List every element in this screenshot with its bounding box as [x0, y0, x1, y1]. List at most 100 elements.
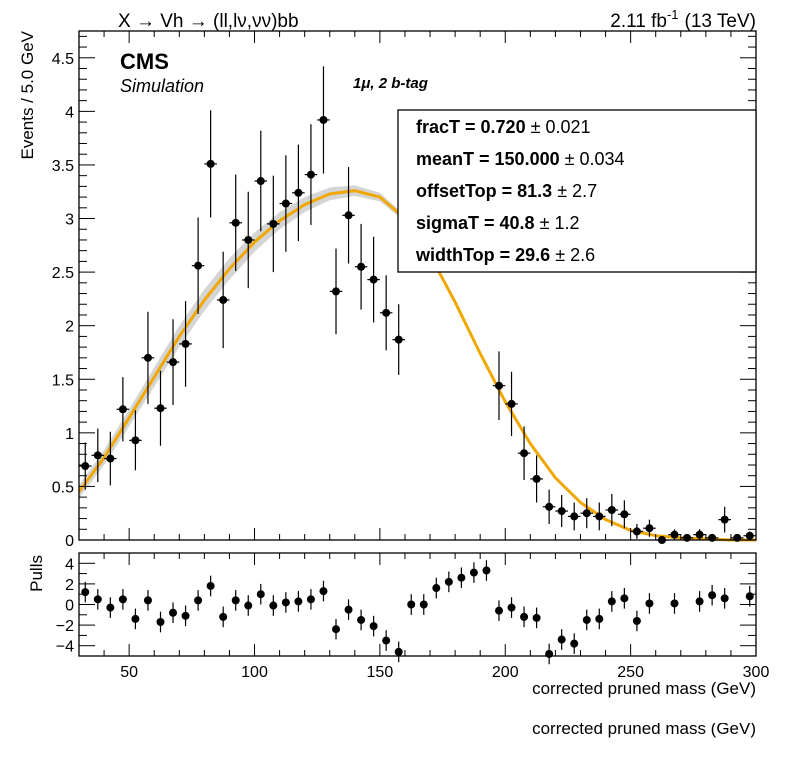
y-axis-label: Events / 5.0 GeV [18, 30, 37, 159]
data-point [593, 502, 606, 531]
pull-point [306, 589, 315, 610]
pull-point [219, 606, 228, 628]
pull-point-marker [582, 615, 591, 624]
pulls-axes: 50 100 150 200 250 300 −4 −2 0 2 4 [56, 552, 770, 681]
x-tick-label: 250 [617, 664, 644, 681]
data-point [743, 531, 756, 540]
pull-point [407, 594, 416, 615]
pull-point-marker [219, 612, 228, 621]
fit-results-frame [397, 109, 757, 273]
pull-point-marker [382, 636, 391, 645]
data-point-marker [720, 515, 729, 524]
fit-param-error: ± 2.6 [555, 245, 595, 265]
pull-point [720, 588, 729, 609]
x-tick-label: 50 [120, 664, 138, 681]
pull-point-marker [419, 600, 428, 609]
y-tick-label: 1.5 [52, 372, 74, 389]
pull-point [557, 629, 566, 650]
data-point-marker [557, 507, 566, 516]
luminosity-label: 2.11 fb-1 (13 TeV) [610, 7, 756, 32]
y-tick-label: 2.5 [52, 265, 74, 282]
pull-point-marker [407, 600, 416, 609]
data-point-marker [683, 533, 692, 542]
data-point-marker [281, 199, 290, 208]
data-point-marker [269, 219, 278, 228]
data-point [191, 217, 205, 314]
data-point-marker [294, 188, 303, 197]
pull-point-marker [131, 614, 140, 623]
pull-point-marker [595, 614, 604, 623]
x-tick-label: 300 [743, 664, 770, 681]
pull-point-marker [469, 568, 478, 577]
pull-point-marker [106, 603, 115, 612]
data-point-marker [244, 235, 253, 244]
data-point-marker [507, 399, 516, 408]
data-point [630, 523, 644, 539]
pull-point [131, 608, 140, 630]
main-plot: 0 0.5 1 1.5 2 2.5 3 3.5 4 4.5 [52, 30, 757, 550]
data-point [229, 174, 242, 272]
fit-param-error: ± 2.7 [557, 181, 597, 201]
fit-param-name-value: offsetTop = 81.3 [416, 181, 557, 201]
pull-point-marker [357, 615, 366, 624]
data-point [104, 431, 117, 486]
pull-point [93, 589, 102, 610]
y-tick-label: 2 [65, 319, 74, 336]
data-point [216, 251, 230, 349]
data-point [129, 410, 142, 471]
pull-point-marker [281, 598, 290, 607]
data-point-marker [520, 449, 529, 458]
pull-point [256, 583, 265, 605]
pulls-y-axis-label: Pulls [27, 555, 46, 592]
pull-point-marker [369, 622, 378, 631]
data-point-marker [545, 502, 554, 511]
pull-point [620, 588, 629, 609]
pull-point-marker [532, 613, 541, 622]
data-point [605, 493, 619, 527]
axis-frame [78, 552, 757, 657]
energy-label: (13 TeV) [685, 11, 756, 32]
data-point [668, 529, 681, 540]
x-tick-label: 200 [492, 664, 519, 681]
pull-point-marker [206, 581, 215, 590]
pull-point-marker [194, 596, 203, 605]
pull-point [319, 580, 328, 602]
fit-result-row: meanT = 150.000 ± 0.034 [416, 149, 625, 169]
pull-point-marker [457, 573, 466, 582]
data-point [166, 319, 180, 405]
fit-results-box: fracT = 0.720 ± 0.021 meanT = 150.000 ± 0… [397, 109, 757, 273]
fit-result-row: sigmaT = 40.8 ± 1.2 [416, 213, 579, 233]
data-point-marker [733, 533, 742, 542]
y-tick-label: 1 [65, 426, 74, 443]
fit-param-name-value: widthTop = 29.6 [415, 245, 555, 265]
pull-point-marker [645, 599, 654, 608]
pull-point [745, 585, 754, 607]
pull-point-marker [708, 591, 717, 600]
data-point [79, 442, 92, 490]
pull-point [169, 602, 178, 624]
data-point-marker [532, 474, 541, 483]
data-point [317, 66, 330, 174]
data-point [179, 301, 192, 387]
pull-point [469, 562, 478, 583]
y-tick-label: 2 [65, 577, 74, 594]
pull-point-marker [520, 612, 529, 621]
data-point-marker [357, 262, 366, 271]
data-point [555, 494, 568, 528]
pull-point-marker [306, 595, 315, 604]
y-tick-label: 3.5 [52, 158, 74, 175]
pull-point-marker [570, 639, 579, 648]
pull-point-marker [432, 584, 441, 593]
pull-point-marker [695, 597, 704, 606]
data-point-marker [118, 405, 127, 414]
data-point [567, 502, 581, 531]
data-point-marker [645, 524, 654, 533]
pull-point-marker [344, 605, 353, 614]
data-point-marker [632, 527, 641, 536]
y-tick-label: 0 [65, 533, 74, 550]
data-point [492, 351, 506, 420]
data-point-marker [81, 462, 90, 471]
fit-param-error: ± 0.021 [531, 117, 591, 137]
pull-point-marker [256, 590, 265, 599]
fit-result-row: widthTop = 29.6 ± 2.6 [415, 245, 595, 265]
